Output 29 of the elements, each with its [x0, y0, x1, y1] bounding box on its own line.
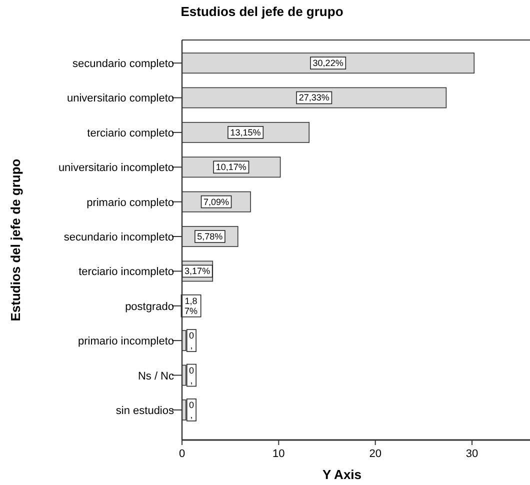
data-label: 10,17%: [216, 162, 246, 172]
data-label: 0,: [188, 400, 194, 420]
y-tick-label: Ns / Nc: [138, 370, 174, 382]
y-tick-label: sin estudios: [116, 404, 174, 417]
y-tick-label: terciario incompleto: [78, 266, 174, 278]
y-tick-label: secundario incompleto: [64, 232, 174, 244]
y-tick-label: primario incompleto: [78, 336, 174, 348]
y-tick-label: universitario incompleto: [58, 162, 174, 174]
data-label: 27,33%: [298, 92, 330, 103]
data-label: 7,09%: [204, 196, 230, 207]
x-tick-label: 20: [369, 448, 382, 460]
x-tick-label: 10: [272, 448, 285, 460]
x-axis-title: Y Axis: [322, 467, 362, 482]
y-tick-label: secundario completo: [72, 58, 174, 70]
data-label: 13,15%: [230, 127, 261, 138]
y-tick-label: terciario completo: [87, 127, 174, 140]
y-tick-label: universitario completo: [67, 92, 174, 105]
y-axis-title: Estudios del jefe de grupo: [8, 158, 23, 322]
x-tick-label: 0: [178, 448, 186, 460]
data-label: 30,22%: [312, 58, 344, 68]
data-label: 1,87%: [184, 296, 198, 316]
y-tick-label: postgrado: [125, 300, 174, 313]
data-label: 0,: [188, 330, 194, 351]
x-tick-label: 30: [466, 448, 478, 460]
data-label: 5,78%: [197, 232, 223, 242]
data-label: 3,17%: [184, 266, 210, 276]
data-label: 0,: [188, 365, 194, 386]
chart-title: Estudios del jefe de grupo: [180, 4, 344, 19]
y-tick-label: primario completo: [86, 196, 174, 209]
